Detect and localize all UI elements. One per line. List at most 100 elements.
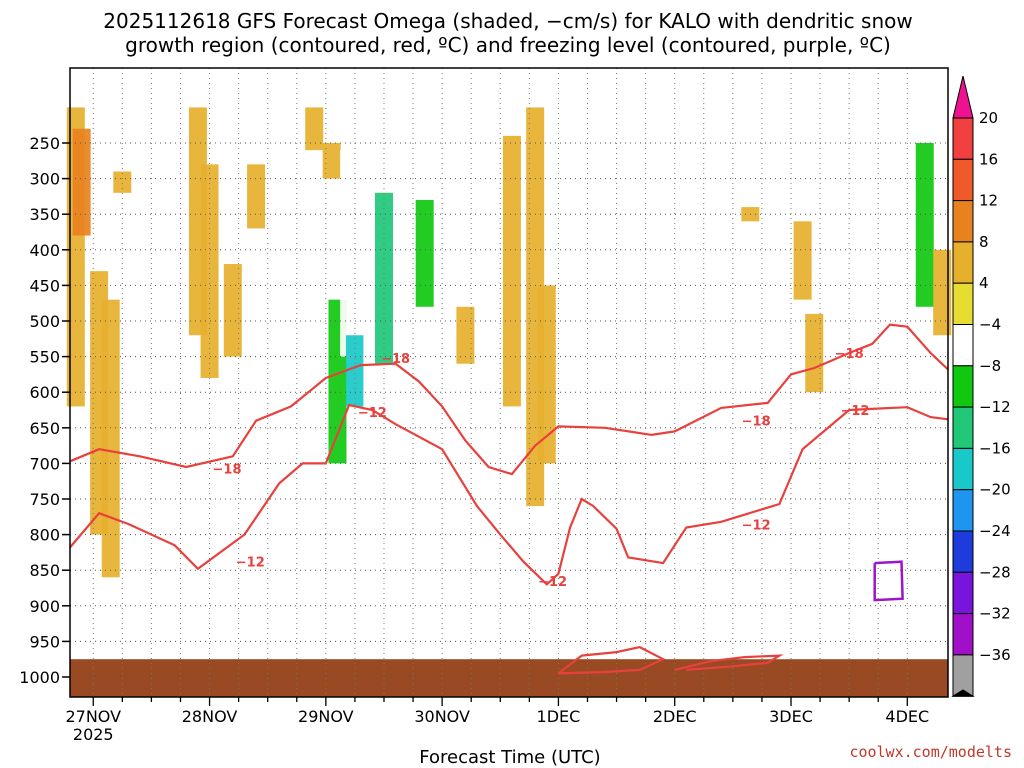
omega-cell-13	[345, 335, 364, 407]
colorbar-band-1	[952, 117, 974, 160]
contour--12C	[69, 403, 949, 586]
x-tick-label-2DEC: 2DEC	[653, 707, 697, 726]
y-tick-label-250: 250	[29, 134, 60, 153]
x-axis-label: Forecast Time (UTC)	[419, 747, 600, 768]
colorbar-bottom-triangle	[951, 689, 975, 697]
omega-cell-27	[793, 221, 812, 300]
omega-cell-30	[915, 143, 934, 307]
chart-title-line-1: 2025112618 GFS Forecast Omega (shaded, −…	[103, 9, 912, 33]
omega-cell-19	[444, 178, 463, 549]
omega-cell-6	[200, 164, 219, 378]
colorbar-label-12: −32	[979, 605, 1011, 623]
omega-cell-28	[805, 313, 824, 393]
x-tick-label-4DEC: 4DEC	[885, 707, 929, 726]
y-tick-label-950: 950	[29, 632, 60, 651]
omega-cell-3	[101, 299, 120, 578]
y-tick-label-750: 750	[29, 490, 60, 509]
omega-cell-17	[398, 143, 417, 585]
omega-cell-4	[113, 171, 132, 193]
colorbar-band-3	[952, 200, 974, 243]
colorbar-band-10	[952, 489, 974, 532]
plot-area	[66, 107, 952, 697]
contour-label--12C-4: −12	[840, 404, 869, 419]
colorbar-band-6	[952, 324, 974, 367]
surface-terrain	[70, 659, 948, 697]
y-axis: 250 300 350 400 450 500 550 600 650 700 750 800 850 9…	[19, 134, 70, 687]
x-tick-label-3DEC: 3DEC	[769, 707, 813, 726]
contours: −18 −18 −18 −18 −12 −12 −12 −12 −12	[69, 323, 949, 675]
contour-label--12C-3: −12	[742, 519, 771, 534]
omega-cell-24	[636, 157, 655, 265]
colorbar-label-1: 16	[979, 150, 998, 168]
omega-cell-7	[223, 264, 242, 357]
colorbar-band-13	[952, 613, 974, 656]
colorbar-label-8: −16	[979, 439, 1011, 457]
y-tick-label-500: 500	[29, 312, 60, 331]
contour-label--12C-1: −12	[358, 406, 387, 421]
y-tick-label-450: 450	[29, 276, 60, 295]
y-tick-label-800: 800	[29, 526, 60, 545]
omega-cell-21	[502, 135, 521, 407]
colorbar-band-2	[952, 158, 974, 202]
contour--12C-low2	[674, 654, 784, 671]
y-tick-label-650: 650	[29, 419, 60, 438]
omega-cell-31	[921, 335, 940, 585]
contour-label--18C-3: −18	[835, 347, 864, 362]
chart-title-line-2: growth region (contoured, red, ºC) and f…	[125, 33, 891, 57]
colorbar-band-8	[952, 406, 974, 449]
colorbar-band-12	[952, 571, 974, 615]
omega-cell-16	[380, 363, 399, 578]
colorbar-label-2: 12	[979, 192, 998, 210]
y-tick-label-1000: 1000	[19, 668, 60, 687]
colorbar-label-3: 8	[979, 233, 989, 251]
omega-cell-9	[305, 107, 324, 151]
omega-cell-20	[456, 306, 475, 364]
colorbar-label-13: −36	[979, 646, 1011, 664]
x-tick-label-29NOV: 29NOV	[298, 707, 354, 726]
colorbar-label-11: −28	[979, 563, 1011, 581]
contour-label--18C-2: −18	[742, 415, 771, 430]
y-tick-label-900: 900	[29, 597, 60, 616]
omega-cell-12	[340, 150, 359, 357]
x-tick-label-28NOV: 28NOV	[182, 707, 238, 726]
contour--18C	[69, 323, 949, 476]
x-tick-label-1DEC: 1DEC	[537, 707, 581, 726]
colorbar-label-9: −20	[979, 481, 1011, 499]
colorbar-label-6: −8	[979, 357, 1001, 375]
contour-label--12C-2: −12	[538, 575, 567, 590]
contour-label--18C-0: −18	[213, 462, 242, 477]
omega-cell-10	[322, 143, 341, 179]
colorbar-label-0: 20	[979, 109, 998, 127]
omega-cell-25	[648, 306, 667, 393]
colorbar-band-7	[952, 365, 974, 408]
colorbar-label-10: −24	[979, 522, 1011, 540]
y-tick-label-550: 550	[29, 348, 60, 367]
colorbar-label-5: −4	[979, 316, 1001, 334]
contour-freezing-box	[873, 560, 904, 602]
y-tick-label-400: 400	[29, 241, 60, 260]
y-tick-label-600: 600	[29, 383, 60, 402]
colorbar: 20 16 12 8 4 −4 −8 −12 −16 −20 −24 −28 −32 −36	[951, 75, 1011, 697]
x-tick-label-27NOV: 27NOV	[65, 707, 121, 726]
x-tick-label-30NOV: 30NOV	[414, 707, 470, 726]
colorbar-band-4	[952, 241, 974, 284]
omega-cell-18	[415, 199, 434, 307]
colorbar-label-7: −12	[979, 398, 1011, 416]
colorbar-band-11	[952, 530, 974, 573]
contour--12C-low	[557, 645, 666, 675]
colorbar-band-5	[952, 282, 974, 326]
omega-cell-8	[247, 164, 266, 229]
colorbar-band-9	[952, 447, 974, 491]
y-tick-label-700: 700	[29, 454, 60, 473]
x-tick-sublabel-27NOV: 2025	[73, 725, 114, 744]
y-tick-label-850: 850	[29, 561, 60, 580]
contour-label--18C-1: −18	[381, 352, 410, 367]
omega-cell-23	[537, 285, 556, 464]
contour-label--12C-0: −12	[236, 556, 265, 571]
colorbar-label-4: 4	[979, 274, 989, 292]
omega-cell-32	[933, 249, 952, 336]
y-tick-label-300: 300	[29, 170, 60, 189]
colorbar-top-triangle	[952, 75, 974, 119]
